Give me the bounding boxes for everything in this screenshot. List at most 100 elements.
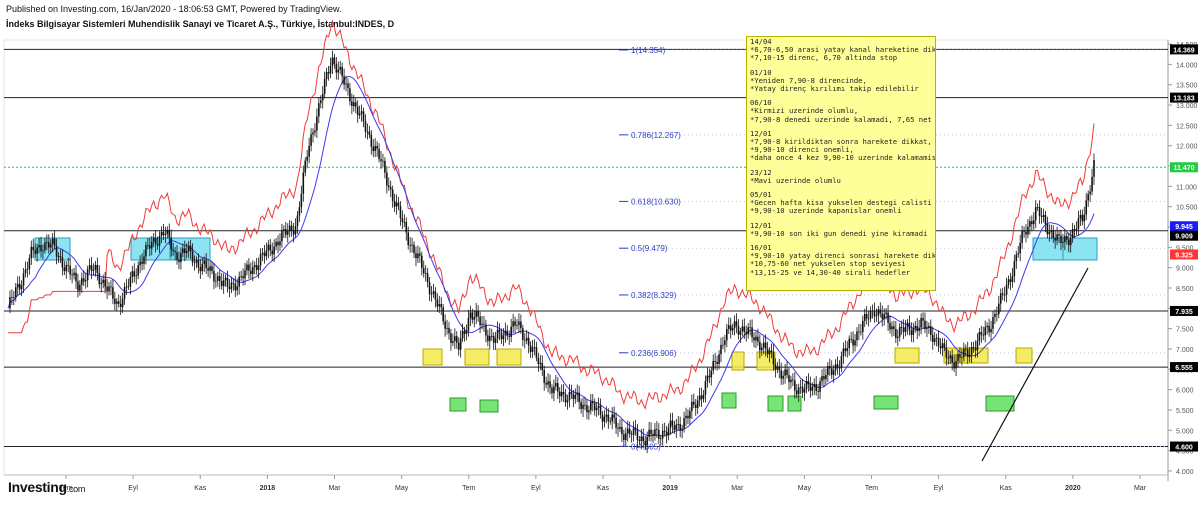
candle-body	[825, 375, 827, 380]
candle-body	[871, 310, 874, 312]
candle-body	[834, 364, 837, 371]
candle-body	[393, 200, 396, 207]
candle-body	[626, 428, 629, 434]
yellow-highlight-box	[464, 348, 490, 366]
candle-body	[199, 267, 202, 272]
note-line: *Kirmizi uzerinde olumlu,	[750, 106, 859, 116]
candle-body	[139, 261, 141, 266]
candle-body	[279, 241, 281, 246]
y-tick-label: 9.500	[1176, 245, 1194, 252]
candle-body	[772, 352, 775, 365]
note-date: 01/10	[750, 67, 772, 77]
candle-body	[436, 299, 439, 307]
candle-body	[498, 329, 501, 333]
note-date: 05/01	[750, 190, 772, 200]
candle-body	[123, 287, 126, 299]
price-tag-label: 6.555	[1175, 365, 1193, 372]
candle-body	[832, 370, 835, 375]
candle-body	[226, 277, 229, 287]
candle-body	[366, 131, 369, 133]
candle-body	[889, 322, 891, 330]
candle-body	[1079, 214, 1082, 219]
candle-body	[386, 172, 388, 186]
yellow-highlight-box	[943, 347, 967, 364]
candle-body	[828, 366, 831, 369]
candle-body	[316, 116, 318, 131]
fib-label: 0.236(6.906)	[631, 349, 677, 358]
candle-body	[164, 233, 167, 236]
candle-body	[691, 401, 693, 412]
candle-body	[970, 347, 973, 355]
candle-body	[902, 327, 905, 332]
candle-body	[854, 340, 856, 346]
published-line: Published on Investing.com, 16/Jan/2020 …	[6, 4, 342, 14]
candle-body	[349, 88, 351, 102]
note-line: *10,75-60 net yukselen stop seviyesi	[750, 259, 906, 269]
candle-body	[722, 344, 724, 346]
candle-body	[351, 101, 353, 107]
candle-body	[261, 252, 264, 255]
candle-body	[677, 424, 680, 425]
candle-body	[823, 376, 825, 380]
candle-body	[1009, 279, 1012, 282]
candle-body	[510, 326, 512, 337]
candle-body	[1064, 235, 1066, 242]
candle-body	[1089, 191, 1091, 195]
candle-body	[389, 187, 392, 190]
fib-label: 0.618(10.630)	[631, 197, 681, 206]
candle-body	[531, 347, 534, 352]
candle-body	[483, 323, 485, 325]
candle-body	[248, 264, 250, 271]
green-highlight-box	[449, 397, 467, 412]
candle-body	[158, 236, 161, 246]
red-stop-line	[8, 18, 1095, 410]
price-tag-label: 13.183	[1173, 96, 1195, 103]
candle-body	[1046, 224, 1049, 235]
candle-body	[131, 271, 134, 277]
candle-body	[595, 407, 598, 411]
candle-body	[273, 246, 275, 255]
candle-body	[417, 253, 419, 259]
candle-body	[24, 269, 27, 274]
candle-body	[930, 326, 932, 335]
candle-body	[452, 341, 454, 343]
candle-body	[862, 320, 864, 332]
candle-body	[127, 286, 130, 288]
candle-body	[337, 69, 340, 73]
candle-body	[860, 331, 862, 333]
candle-body	[314, 130, 316, 133]
candle-body	[73, 272, 75, 276]
candle-body	[444, 321, 446, 329]
candle-body	[599, 405, 602, 415]
candle-body	[877, 309, 880, 316]
candle-body	[341, 66, 343, 77]
candle-body	[640, 436, 643, 441]
candle-body	[792, 379, 794, 381]
candle-body	[776, 366, 779, 370]
candle-body	[475, 310, 478, 318]
candle-body	[255, 265, 258, 271]
candle-body	[1011, 276, 1014, 282]
candle-body	[193, 262, 196, 264]
candle-body	[459, 338, 462, 350]
candle-body	[492, 335, 495, 343]
candle-body	[856, 331, 858, 341]
candle-body	[992, 317, 994, 329]
candle-body	[115, 301, 118, 304]
yellow-highlight-box	[1015, 347, 1033, 364]
candle-body	[1003, 294, 1006, 296]
candle-body	[457, 342, 460, 350]
candle-body	[644, 441, 647, 446]
candle-body	[335, 64, 338, 73]
candle-body	[1087, 194, 1089, 201]
candle-body	[916, 325, 919, 331]
candle-body	[300, 193, 303, 208]
candle-body	[228, 286, 231, 290]
candle-body	[42, 250, 44, 252]
candle-body	[844, 348, 847, 352]
candle-body	[294, 225, 297, 235]
candle-body	[768, 350, 771, 355]
candle-body	[727, 325, 730, 329]
candle-body	[766, 348, 769, 355]
